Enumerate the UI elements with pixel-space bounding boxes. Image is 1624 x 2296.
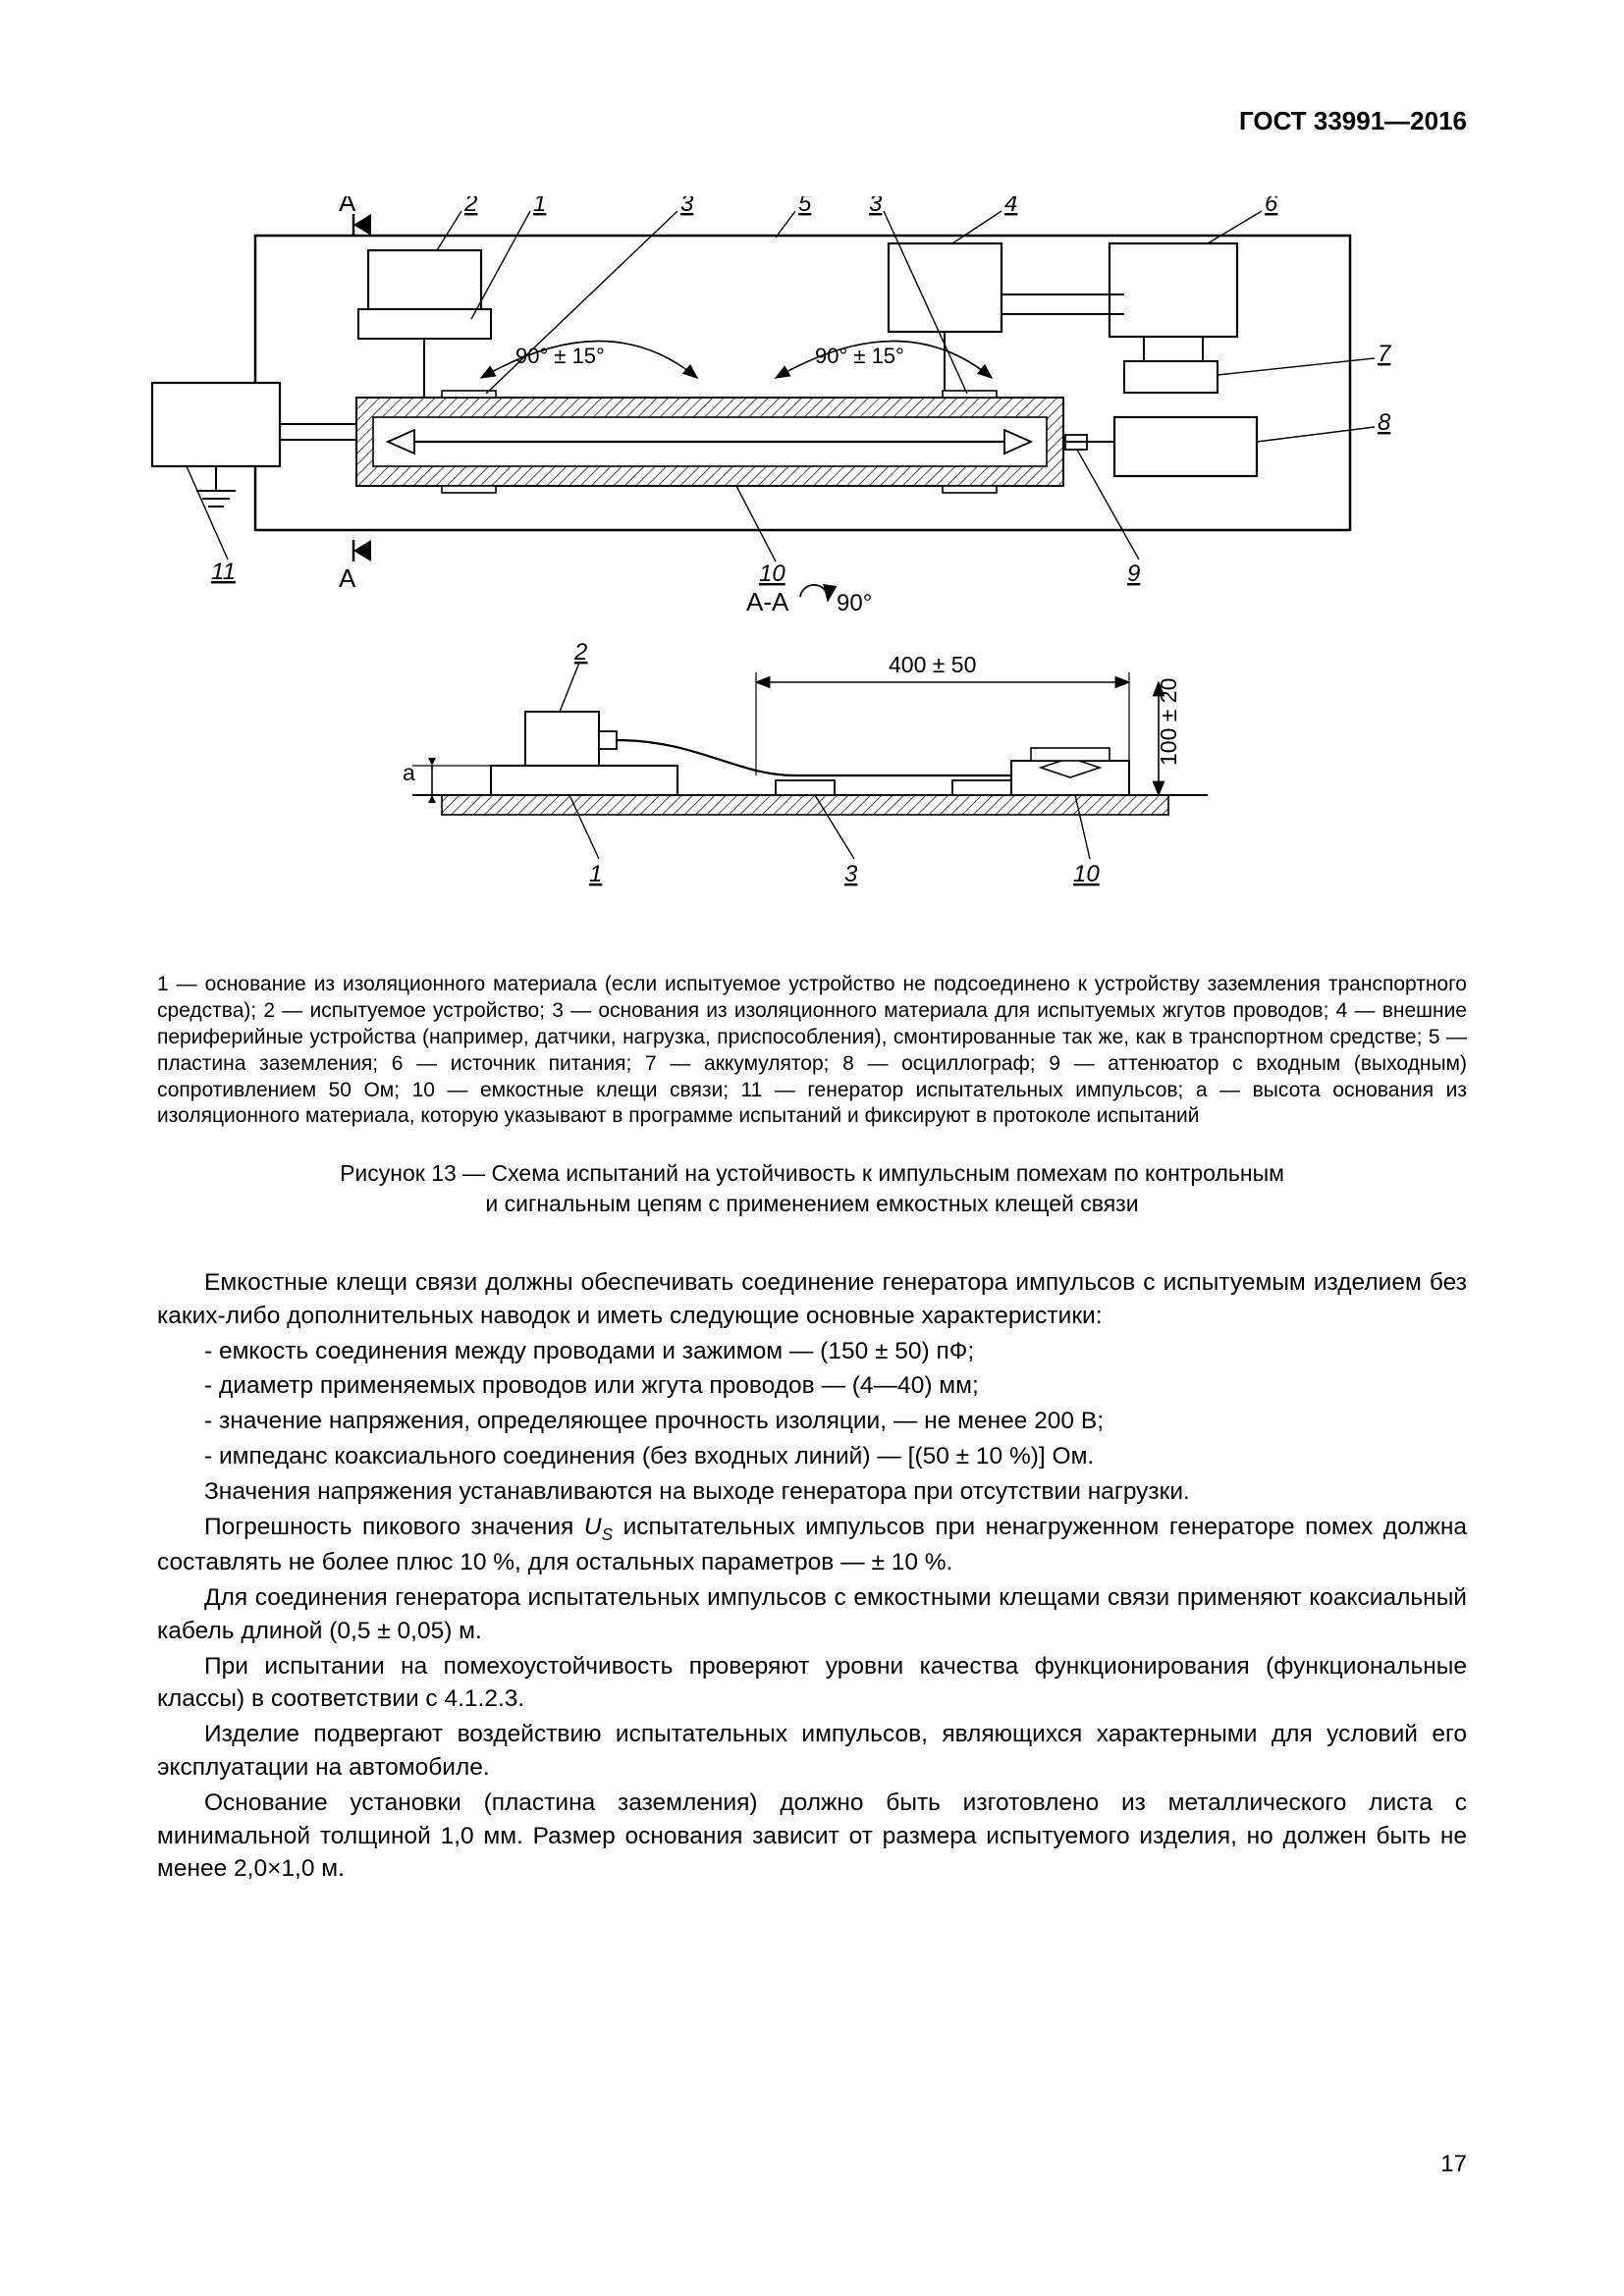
figure-caption-l1: Рисунок 13 — Схема испытаний на устойчив… (340, 1160, 1284, 1186)
page: ГОСТ 33991—2016 А (0, 0, 1624, 2296)
callout-9: 9 (1127, 561, 1140, 587)
section-A-bottom-label: А (339, 563, 356, 593)
para-3sub: S (602, 1523, 613, 1543)
callout-7: 7 (1378, 341, 1392, 367)
pulse-generator (152, 383, 280, 466)
para-6: Изделие подвергают воздействию испытател… (157, 1718, 1467, 1785)
callout-11: 11 (211, 559, 236, 585)
section-label: А-А 90° (746, 585, 872, 616)
angle-2: 90° ± 15° (815, 344, 904, 368)
callout-1: 1 (533, 196, 546, 217)
body-text: Емкостные клещи связи должны обеспечиват… (157, 1266, 1467, 1888)
figure-13-svg: А (147, 196, 1492, 942)
callout-3a: 3 (680, 196, 694, 217)
callout-5: 5 (798, 196, 812, 217)
callout-3b: 3 (869, 196, 883, 217)
figure-side-view: 400 ± 50 100 ± 20 а 2 1 3 (403, 639, 1208, 887)
dim-horizontal: 400 ± 50 (889, 652, 976, 677)
side-callout-1: 1 (589, 861, 602, 887)
para-2: Значения напряжения устанавливаются на в… (157, 1475, 1467, 1509)
figure-legend-text: 1 — основание из изоляционного материала… (157, 973, 1467, 1127)
insul-base-1 (358, 309, 491, 339)
peripheral-box (889, 243, 1001, 332)
page-number: 17 (1440, 2151, 1467, 2178)
side-callout-3: 3 (844, 861, 858, 887)
callout-8: 8 (1378, 409, 1391, 436)
dim-a: а (403, 760, 415, 785)
list-item-3: - значение напряжения, определяющее проч… (157, 1405, 1467, 1438)
oscilloscope-box (1114, 417, 1257, 476)
dim-vertical: 100 ± 20 (1156, 678, 1181, 766)
list-item-2: - диаметр применяемых проводов или жгута… (157, 1369, 1467, 1403)
figure-13: А (147, 196, 1492, 942)
callout-6: 6 (1265, 196, 1278, 217)
para-3a: Погрешность пикового значения (204, 1514, 584, 1540)
angle-1: 90° ± 15° (515, 344, 605, 368)
para-4: Для соединения генератора испытательных … (157, 1581, 1467, 1648)
side-callout-2: 2 (573, 639, 587, 666)
figure-caption: Рисунок 13 — Схема испытаний на устойчив… (157, 1158, 1467, 1219)
battery-box (1124, 361, 1218, 393)
callout-10: 10 (759, 561, 785, 587)
list-item-4: - импеданс коаксиального соединения (без… (157, 1440, 1467, 1473)
power-supply-box (1110, 243, 1237, 337)
para-5: При испытании на помехоустойчивость пров… (157, 1650, 1467, 1717)
svg-text:А-А: А-А (746, 587, 789, 616)
dut-box (368, 250, 481, 309)
callout-2: 2 (463, 196, 477, 217)
para-3: Погрешность пикового значения US испытат… (157, 1511, 1467, 1579)
figure-caption-l2: и сигнальным цепям с применением емкостн… (485, 1191, 1138, 1216)
section-A-top-label: А (339, 196, 356, 217)
side-callout-10: 10 (1073, 861, 1100, 887)
figure-legend: 1 — основание из изоляционного материала… (157, 972, 1467, 1130)
callout-4: 4 (1004, 196, 1017, 217)
para-7: Основание установки (пластина заземления… (157, 1787, 1467, 1886)
list-item-1: - емкость соединения между проводами и з… (157, 1335, 1467, 1368)
para-3var: U (584, 1514, 602, 1540)
para-1: Емкостные клещи связи должны обеспечиват… (157, 1266, 1467, 1333)
svg-text:90°: 90° (837, 590, 872, 616)
doc-header: ГОСТ 33991—2016 (1239, 106, 1467, 136)
